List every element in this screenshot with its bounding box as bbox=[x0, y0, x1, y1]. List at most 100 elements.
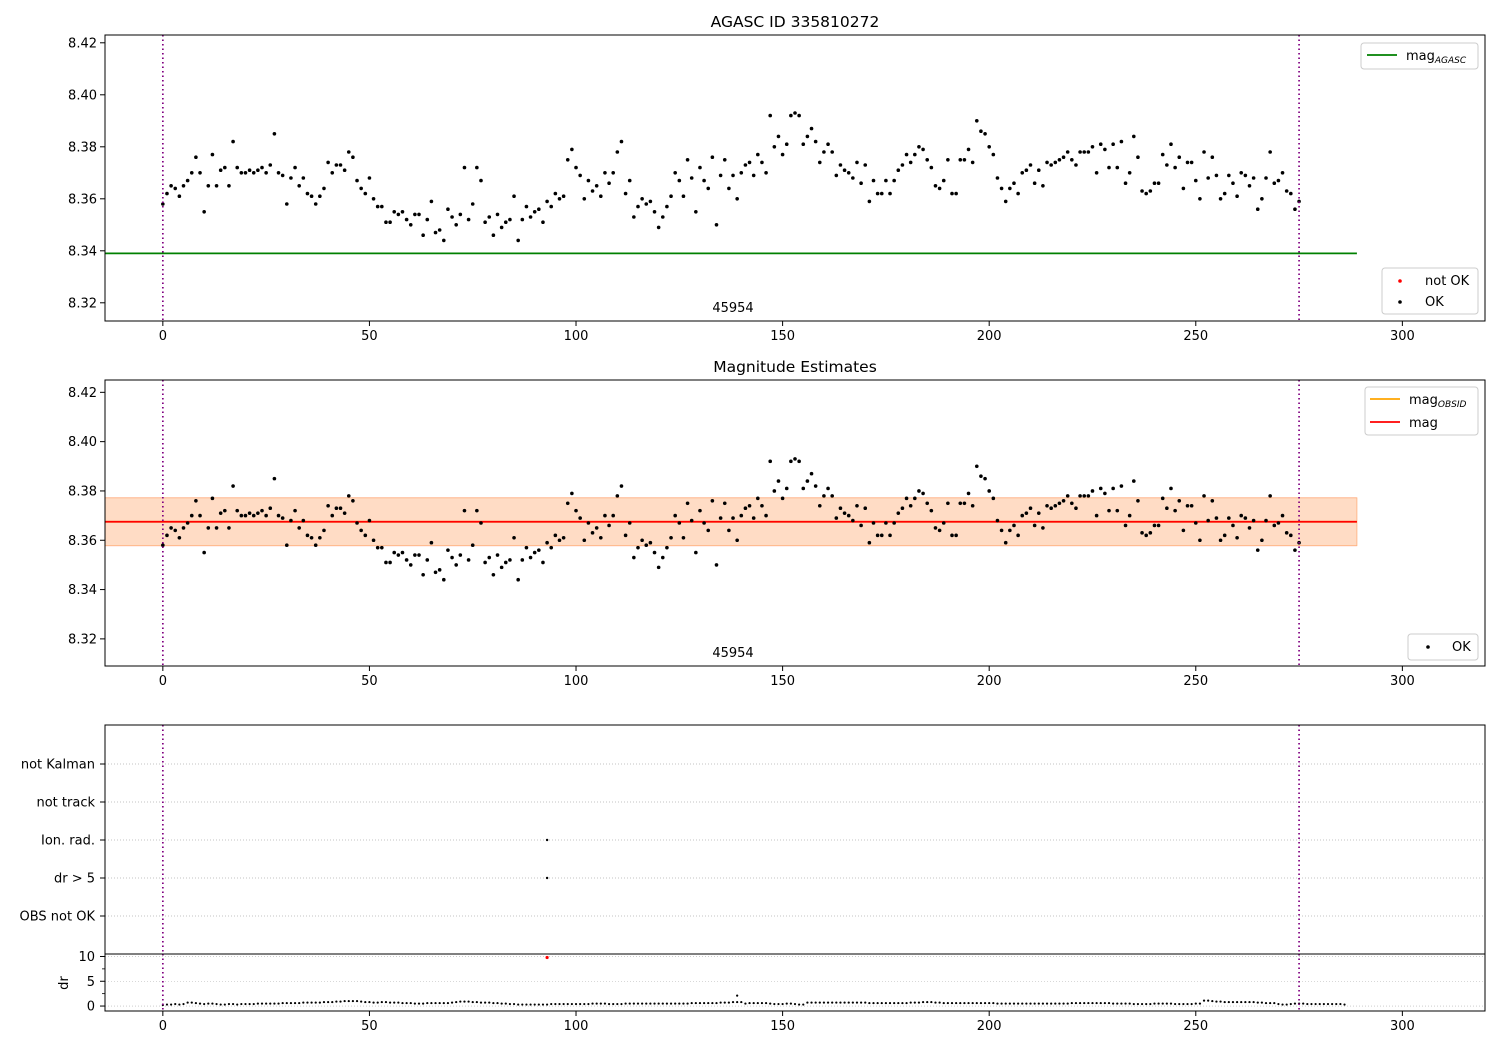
mag-ok-point bbox=[698, 508, 702, 513]
mag-ok-point bbox=[297, 526, 301, 530]
mag-ok-point bbox=[983, 132, 987, 136]
mag-ok-point bbox=[318, 535, 322, 540]
dr-point bbox=[822, 1001, 826, 1004]
panel-agasc: AGASC ID 335810272 0 50 100 150 200 250 300 8.3… bbox=[68, 13, 1486, 344]
mag-ok-point bbox=[330, 513, 335, 518]
dr-point bbox=[649, 1002, 652, 1005]
dr-point bbox=[674, 1002, 677, 1005]
mag-ok-point bbox=[921, 491, 925, 496]
dr-point bbox=[864, 1001, 867, 1004]
dr-point bbox=[1004, 1002, 1007, 1005]
dr-point bbox=[599, 1002, 602, 1005]
dr-point bbox=[450, 1001, 454, 1004]
dr-point bbox=[698, 1001, 702, 1005]
x-tick-label: 0 bbox=[159, 329, 167, 344]
dr-point bbox=[397, 1001, 400, 1004]
dr-point bbox=[909, 1001, 912, 1004]
dr-point bbox=[331, 1000, 334, 1004]
dr-point bbox=[1260, 1001, 1263, 1004]
mag-ok-point bbox=[371, 538, 376, 543]
mag-ok-point bbox=[322, 528, 326, 533]
mag-ok-point bbox=[235, 508, 240, 513]
mag-ok-point bbox=[706, 186, 711, 191]
mag-ok-point bbox=[727, 528, 731, 533]
mag-ok-point bbox=[578, 516, 582, 520]
mag-ok-point bbox=[483, 560, 487, 565]
dr-point bbox=[219, 1003, 222, 1006]
mag-ok-point bbox=[784, 142, 789, 146]
mag-ok-point bbox=[594, 184, 599, 188]
mag-ok-point bbox=[202, 550, 206, 555]
dr-point bbox=[302, 1001, 305, 1004]
mag-ok-point bbox=[929, 165, 934, 170]
mag-ok-point bbox=[1057, 158, 1062, 162]
mag-ok-point bbox=[1152, 181, 1157, 185]
mag-ok-point bbox=[466, 558, 471, 562]
dr-point bbox=[1331, 1002, 1334, 1006]
dr-point bbox=[223, 1003, 226, 1006]
dr-point bbox=[901, 1001, 904, 1005]
mag-ok-point bbox=[834, 173, 839, 178]
mag-ok-point bbox=[549, 204, 554, 209]
mag-ok-point bbox=[446, 207, 450, 211]
dr-point bbox=[579, 1002, 582, 1006]
mag-ok-point bbox=[512, 535, 516, 540]
x-tick-label: 250 bbox=[1183, 329, 1208, 344]
dr-point bbox=[198, 1002, 202, 1005]
mag-ok-point bbox=[979, 129, 983, 133]
mag-ok-point bbox=[1177, 499, 1182, 503]
mag-ok-point bbox=[524, 545, 529, 550]
x-tick-label: 250 bbox=[1183, 674, 1208, 689]
mag-ok-point bbox=[541, 560, 545, 565]
mag-ok-point bbox=[557, 197, 562, 201]
dr-point bbox=[1339, 1002, 1342, 1006]
dr-point bbox=[211, 1002, 214, 1005]
mag-ok-point bbox=[1264, 518, 1268, 523]
mag-ok-point bbox=[388, 220, 392, 224]
mag-ok-point bbox=[214, 526, 219, 530]
mag-ok-point bbox=[499, 565, 504, 570]
mag-ok-point bbox=[946, 158, 950, 162]
mag-ok-point bbox=[1218, 197, 1223, 201]
dr-point bbox=[541, 1003, 545, 1006]
mag-ok-point bbox=[1222, 533, 1227, 538]
mag-ok-point bbox=[710, 499, 715, 503]
mag-ok-point bbox=[475, 508, 479, 513]
dr-point bbox=[194, 1001, 197, 1005]
mag-ok-point bbox=[177, 535, 182, 540]
mag-ok-point bbox=[503, 220, 508, 224]
mag-ok-point bbox=[479, 521, 483, 525]
mag-ok-point bbox=[879, 533, 884, 538]
mag-ok-point bbox=[632, 555, 636, 560]
mag-ok-point bbox=[1251, 176, 1256, 180]
dr-point bbox=[591, 1002, 594, 1005]
mag-ok-point bbox=[206, 526, 211, 530]
dr-point bbox=[1161, 1002, 1164, 1005]
dr-point bbox=[988, 1001, 991, 1005]
mag-ok-point bbox=[1061, 155, 1066, 159]
mag-ok-point bbox=[991, 496, 996, 501]
mag-ok-point bbox=[227, 184, 231, 188]
dr-point bbox=[1302, 1002, 1305, 1005]
dr-point bbox=[562, 1002, 565, 1006]
mag-ok-point bbox=[351, 499, 355, 503]
dr-point bbox=[595, 1002, 598, 1005]
dr-point bbox=[876, 1001, 879, 1005]
mag-ok-point bbox=[937, 186, 942, 191]
mag-ok-point bbox=[1008, 186, 1012, 191]
dr-point bbox=[814, 1001, 817, 1004]
dr-point bbox=[500, 1002, 503, 1005]
mag-ok-point bbox=[454, 563, 458, 567]
mag-ok-point bbox=[367, 176, 372, 180]
mag-ok-point bbox=[995, 176, 1000, 180]
mag-ok-point bbox=[1202, 150, 1206, 154]
mag-ok-point bbox=[1284, 531, 1289, 535]
mag-ok-point bbox=[1132, 479, 1136, 483]
mag-ok-point bbox=[1045, 160, 1049, 165]
dr-point bbox=[289, 1001, 293, 1005]
mag-ok-point bbox=[218, 168, 223, 172]
dr-point bbox=[438, 1001, 441, 1005]
mag-ok-point bbox=[1227, 173, 1231, 178]
mag-ok-point bbox=[392, 550, 397, 555]
dr-point bbox=[306, 1001, 309, 1004]
